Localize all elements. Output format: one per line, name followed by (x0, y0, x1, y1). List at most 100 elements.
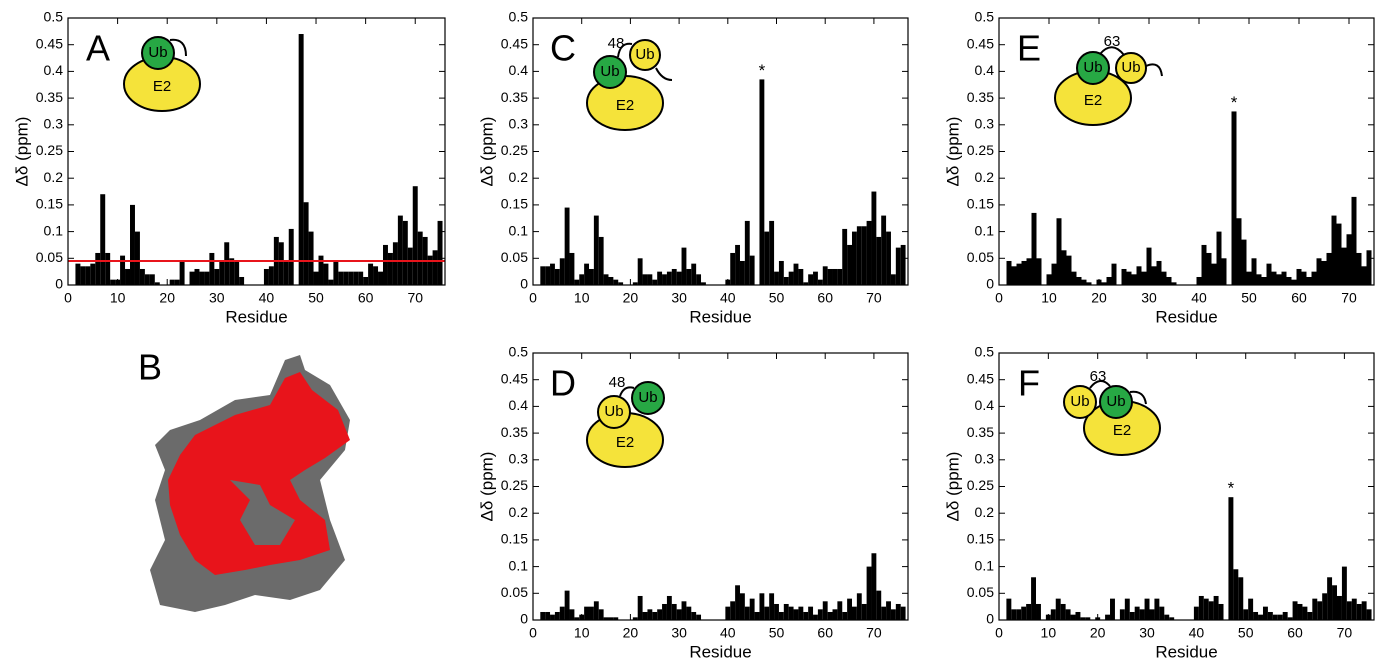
bar (584, 606, 590, 620)
bar (1336, 223, 1342, 285)
bar (234, 260, 240, 285)
x-tick-label: 50 (769, 290, 785, 306)
bar (1346, 601, 1352, 620)
y-tick-label: 0.3 (975, 451, 995, 467)
bar (224, 242, 230, 285)
x-tick-label: 30 (671, 625, 687, 641)
y-tick-label: 0.1 (44, 222, 64, 238)
bar (1036, 258, 1042, 285)
bar (754, 611, 760, 620)
icon-label: E2 (616, 97, 634, 114)
icon-ub (1115, 52, 1147, 84)
bar (603, 617, 609, 620)
bar (686, 606, 692, 620)
bar (1136, 266, 1142, 285)
bar (613, 617, 619, 620)
bar (1169, 617, 1175, 620)
bar (1297, 603, 1303, 620)
bar (120, 255, 126, 285)
bar (550, 263, 555, 285)
y-tick-label: 0.5 (509, 9, 529, 25)
y-tick-label: 0.1 (509, 222, 529, 238)
x-tick-label: 70 (407, 290, 423, 306)
plot-frame (998, 17, 1375, 286)
bar (1332, 585, 1337, 620)
x-tick-label: 60 (358, 290, 374, 306)
bar (671, 603, 677, 620)
bar (407, 247, 413, 285)
bar (1056, 218, 1062, 285)
bar (832, 609, 838, 620)
y-tick-label: 0.35 (967, 424, 994, 440)
bar (842, 611, 848, 620)
bar (550, 614, 555, 620)
icon-linkage: 63 (1090, 368, 1107, 385)
y-tick-label: 0.2 (509, 504, 529, 520)
x-tick-label: 60 (817, 290, 833, 306)
bar (642, 274, 648, 285)
x-tick-label: 30 (671, 290, 687, 306)
bar (842, 228, 848, 285)
bar (358, 271, 364, 285)
bar (589, 606, 594, 620)
bar (564, 207, 570, 285)
x-tick-label: 20 (623, 290, 639, 306)
bar (1026, 603, 1032, 620)
bar (1051, 263, 1057, 285)
bar (382, 244, 388, 285)
y-tick-label: 0.25 (501, 477, 528, 493)
x-tick-label: 0 (529, 290, 537, 306)
y-tick-label: 0.4 (509, 397, 529, 413)
bar (1011, 266, 1017, 285)
bar (1321, 260, 1327, 285)
bar (1060, 603, 1066, 620)
bar (652, 611, 658, 620)
annotation: * (1228, 479, 1235, 498)
bar (778, 611, 784, 620)
x-tick-label: 50 (1241, 290, 1257, 306)
bar (1317, 601, 1323, 620)
y-tick-label: 0.05 (967, 584, 994, 600)
bar (110, 279, 116, 285)
y-tick-label: 0.25 (967, 477, 994, 493)
bar (647, 274, 653, 285)
x-tick-label: 20 (159, 290, 175, 306)
bar (1081, 279, 1087, 285)
bar (886, 231, 891, 285)
bar (813, 614, 818, 620)
bar (417, 231, 423, 285)
bar (545, 266, 551, 285)
bar (890, 609, 896, 620)
y-tick-label: 0.4 (975, 62, 995, 78)
bar (691, 611, 697, 620)
bar (822, 266, 828, 285)
icon-linker (1129, 390, 1147, 405)
x-axis-label: Residue (225, 307, 287, 326)
x-tick-label: 40 (259, 290, 275, 306)
surface-red (168, 372, 350, 575)
bar (647, 609, 653, 620)
panel-letter: D (550, 363, 576, 404)
bar (827, 268, 833, 285)
plot-frame (532, 352, 909, 621)
bar (788, 271, 794, 285)
bar (554, 611, 560, 620)
bar (759, 79, 765, 285)
bar (1316, 258, 1322, 285)
bar (144, 274, 150, 285)
bar (817, 609, 823, 620)
bar (1258, 614, 1263, 620)
x-tick-label: 50 (308, 290, 324, 306)
y-tick-label: 0 (986, 611, 994, 627)
bar (1206, 252, 1212, 285)
bar (214, 268, 220, 285)
x-tick-label: 10 (574, 290, 590, 306)
bar (1236, 218, 1242, 285)
bar (1216, 231, 1222, 285)
bar (1251, 258, 1257, 285)
bar (1154, 598, 1160, 620)
bar (378, 271, 383, 285)
bar (749, 255, 755, 285)
bar (696, 274, 702, 285)
y-tick-label: 0.2 (509, 169, 529, 185)
